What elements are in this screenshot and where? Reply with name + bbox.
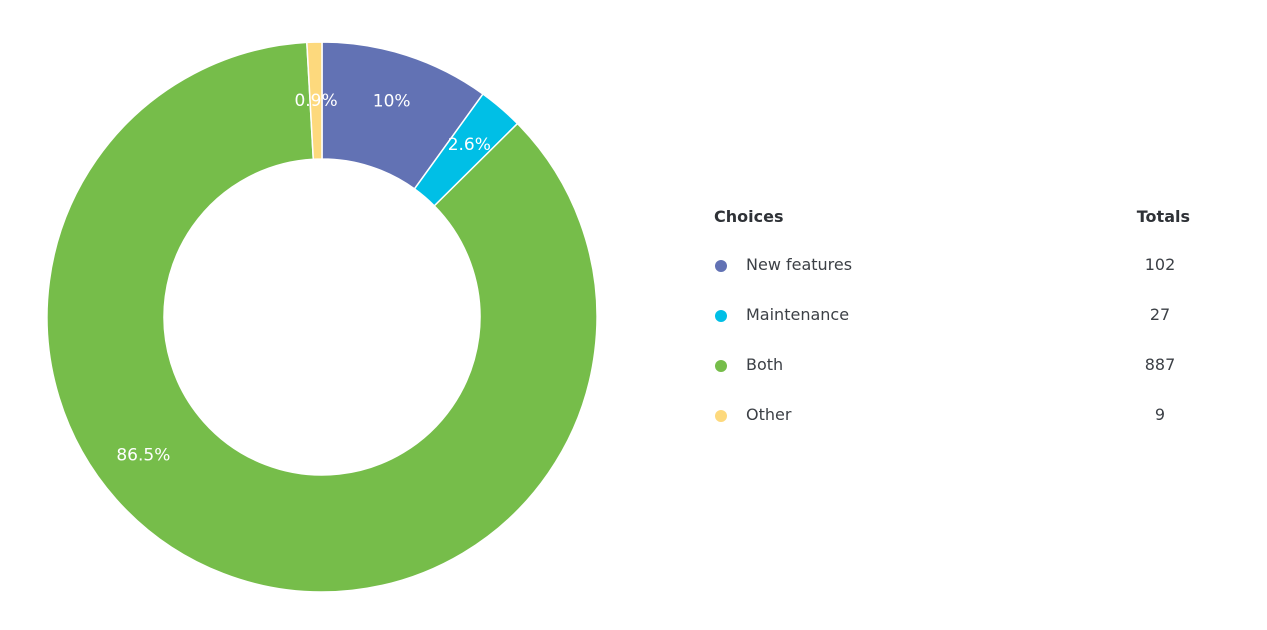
legend-label-new-features: New features	[746, 255, 853, 274]
legend-item-maintenance: Maintenance 27	[714, 301, 1204, 351]
legend-dot-both	[715, 360, 727, 372]
legend-item-both: Both 887	[714, 351, 1204, 401]
legend-header: Choices Totals	[714, 203, 1204, 231]
slice-label-new-features: 10%	[373, 91, 411, 111]
slice-label-maintenance: 2.6%	[448, 135, 491, 155]
donut-slices	[46, 41, 598, 593]
legend-header-totals: Totals	[1136, 207, 1190, 226]
legend-total-new-features: 102	[1144, 255, 1176, 274]
legend-total-both: 887	[1144, 355, 1176, 374]
legend-dot-other	[715, 410, 727, 422]
legend-label-other: Other	[746, 405, 792, 424]
slice-label-other: 0.9%	[294, 91, 337, 111]
donut-slice-other	[306, 41, 323, 161]
legend-dot-maintenance	[715, 310, 727, 322]
legend: Choices Totals New features 102 Maintena…	[714, 203, 1204, 451]
legend-total-other: 9	[1154, 405, 1166, 424]
legend-rows: New features 102 Maintenance 27 Both 887…	[714, 231, 1204, 451]
slice-label-both: 86.5%	[116, 445, 170, 465]
donut-slice-labels: 10% 2.6% 86.5% 0.9%	[116, 91, 491, 465]
legend-label-maintenance: Maintenance	[746, 305, 850, 324]
legend-header-choices: Choices	[714, 207, 784, 226]
legend-total-maintenance: 27	[1149, 305, 1171, 324]
legend-label-both: Both	[746, 355, 784, 374]
legend-item-new-features: New features 102	[714, 251, 1204, 301]
legend-dot-new-features	[715, 260, 727, 272]
donut-slice-both	[46, 41, 598, 593]
legend-item-other: Other 9	[714, 401, 1204, 451]
donut-chart: 10% 2.6% 86.5% 0.9%	[46, 41, 598, 593]
